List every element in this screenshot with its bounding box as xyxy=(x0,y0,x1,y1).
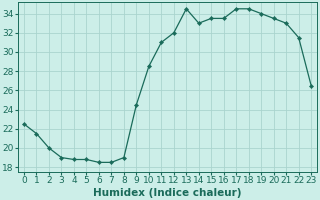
X-axis label: Humidex (Indice chaleur): Humidex (Indice chaleur) xyxy=(93,188,242,198)
